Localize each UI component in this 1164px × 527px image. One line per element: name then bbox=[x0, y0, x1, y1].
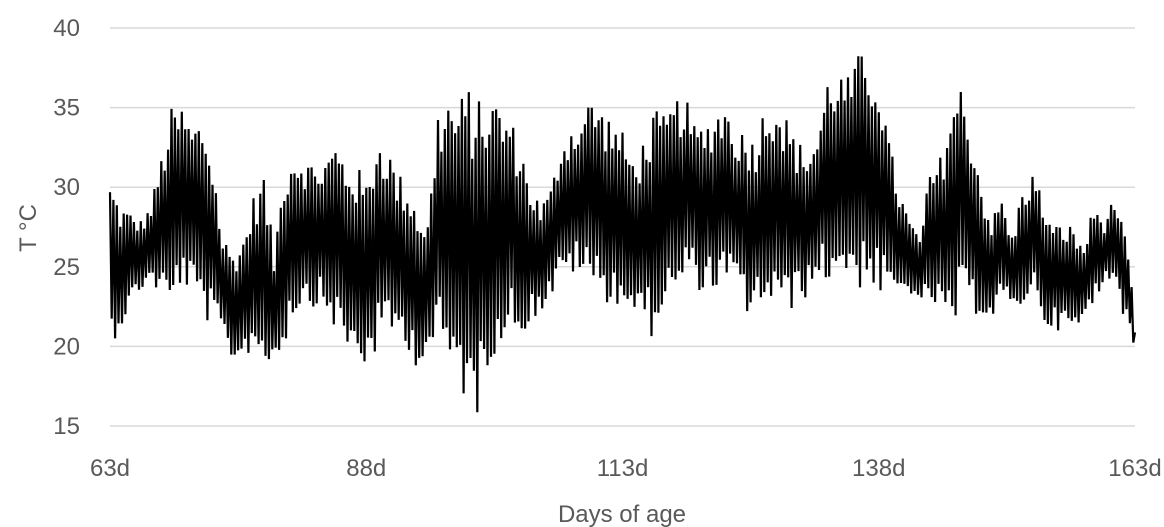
y-axis-title: T °C bbox=[15, 204, 42, 252]
x-tick-label: 113d bbox=[597, 455, 649, 482]
series-layer bbox=[108, 56, 1137, 413]
y-tick-label: 35 bbox=[53, 95, 80, 122]
y-tick-label: 25 bbox=[53, 254, 80, 281]
y-tick-label: 40 bbox=[53, 15, 80, 42]
x-tick-labels: 63d 88d 113d 138d 163d bbox=[90, 455, 1162, 482]
x-tick-label: 88d bbox=[346, 455, 386, 482]
y-tick-label: 15 bbox=[53, 413, 80, 440]
x-tick-label: 138d bbox=[852, 455, 905, 482]
x-tick-label: 63d bbox=[90, 455, 130, 482]
y-tick-label: 30 bbox=[53, 174, 80, 201]
x-axis-title: Days of age bbox=[558, 501, 686, 527]
x-tick-label: 163d bbox=[1108, 455, 1161, 482]
y-tick-label: 20 bbox=[53, 333, 80, 360]
y-tick-labels: 15 20 25 30 35 40 bbox=[53, 15, 80, 440]
temperature-series-line bbox=[108, 56, 1137, 413]
